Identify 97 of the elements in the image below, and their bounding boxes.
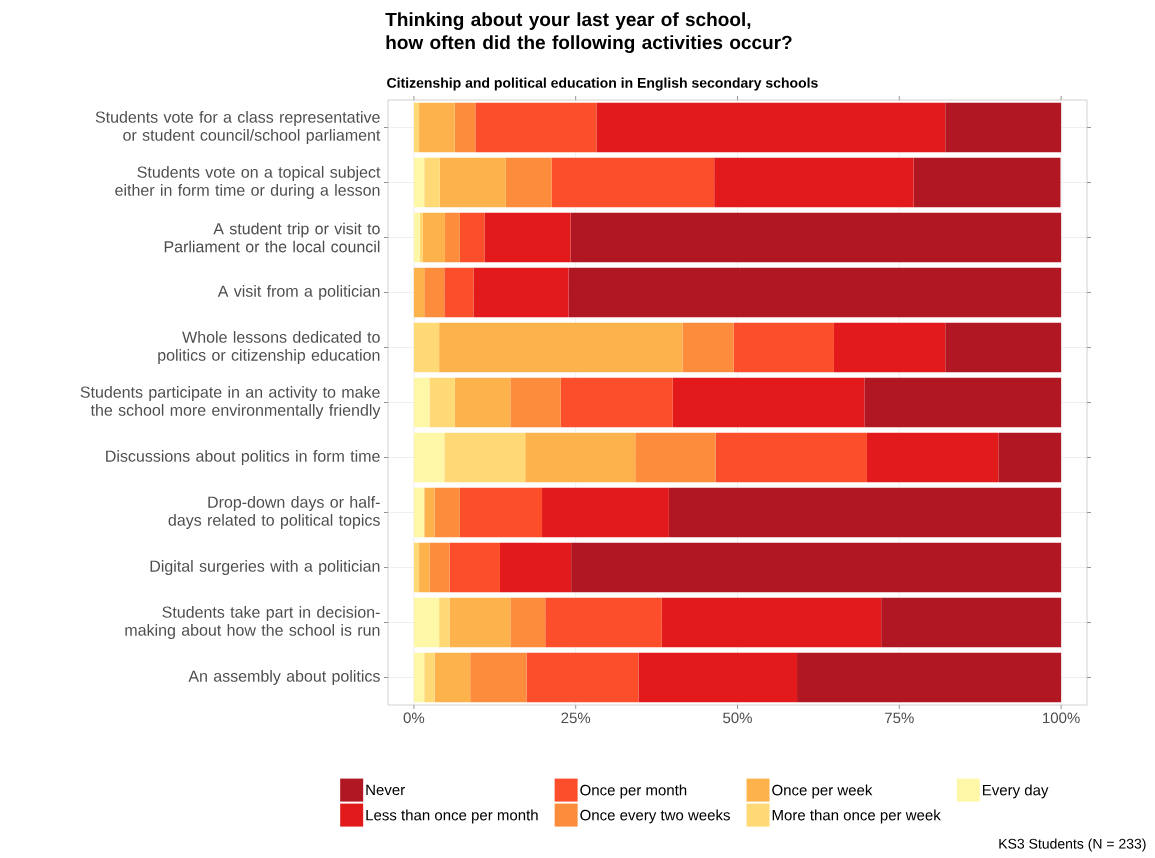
bar — [913, 157, 1061, 208]
bar — [439, 322, 683, 373]
y-tick-label: Students vote for a class representative or student council/school parliament — [95, 111, 381, 144]
bar — [444, 212, 460, 263]
bar — [424, 652, 435, 703]
x-tick-label: 0% — [403, 712, 425, 724]
bar — [444, 267, 474, 318]
bar — [560, 377, 673, 428]
bar — [715, 432, 867, 483]
bar — [505, 157, 552, 208]
bar — [733, 322, 834, 373]
bar — [454, 102, 476, 153]
y-tick-label: Students participate in an activity to make the school more environmentally friendly — [80, 386, 381, 419]
y-tick-label: Students take part in decision-making about how the school is run — [125, 606, 380, 639]
bar — [881, 597, 1062, 648]
bar — [449, 542, 500, 593]
bar — [470, 652, 527, 703]
bar — [596, 102, 946, 153]
bar — [714, 157, 914, 208]
bar — [424, 157, 440, 208]
bar — [424, 267, 445, 318]
bar — [833, 322, 946, 373]
bar — [413, 652, 425, 703]
chart-title: Thinking about your last year of school, how often did the following activities occur? — [385, 12, 792, 53]
bar — [424, 487, 435, 538]
y-tick-label: Students vote on a topical subject either in form time or during a lesson — [115, 166, 381, 199]
bar — [419, 212, 423, 263]
bar — [454, 377, 511, 428]
legend-label: Every day — [983, 784, 1049, 799]
x-tick-label: 75% — [885, 712, 914, 724]
bar — [473, 267, 569, 318]
bar — [413, 102, 420, 153]
bar — [945, 102, 1062, 153]
bar — [682, 322, 734, 373]
bar — [439, 597, 450, 648]
bar — [545, 597, 662, 648]
y-tick-label: Digital surgeries with a politician — [150, 560, 380, 575]
bar — [413, 157, 425, 208]
bar — [413, 377, 430, 428]
y-tick-label: A student trip or visit to Parliament or the local council — [164, 222, 380, 253]
bar — [413, 487, 425, 538]
bar — [864, 377, 1062, 428]
y-tick-label: An assembly about politics — [188, 670, 380, 685]
bar — [449, 597, 511, 648]
bar — [413, 597, 440, 648]
bar — [413, 322, 440, 373]
y-tick-label: Discussions about politics in form time — [106, 450, 380, 465]
bar — [459, 212, 485, 263]
bar — [413, 212, 420, 263]
legend-label: Less than once per month — [366, 809, 538, 824]
bar — [510, 377, 561, 428]
bar — [422, 212, 445, 263]
bar — [429, 377, 455, 428]
legend-label: Once every two weeks — [580, 809, 730, 824]
bar — [672, 377, 865, 428]
bar — [542, 487, 669, 538]
x-tick-label: 100% — [1043, 712, 1080, 724]
bar — [945, 322, 1062, 373]
bar — [484, 212, 571, 263]
bar — [434, 487, 460, 538]
x-tick-label: 50% — [723, 712, 752, 724]
bar — [459, 487, 543, 538]
bar — [661, 597, 882, 648]
bar — [797, 652, 1062, 703]
bar — [429, 542, 450, 593]
chart-subtitle: Citizenship and political education in English secondary schools — [387, 77, 818, 91]
legend-label: More than once per week — [772, 809, 941, 824]
bar — [571, 542, 1062, 593]
text: KS3 Students (N = 233) — [999, 838, 1146, 852]
bar — [419, 542, 430, 593]
bar — [998, 432, 1062, 483]
bar — [439, 157, 506, 208]
bar — [413, 542, 420, 593]
y-tick-label: Drop-down days or half-days related to political topics — [168, 496, 380, 529]
bar — [570, 212, 1062, 263]
bar — [866, 432, 999, 483]
bar — [668, 487, 1062, 538]
x-tick-label: 25% — [561, 712, 591, 724]
legend-label: Once per month — [580, 784, 687, 799]
bar — [568, 267, 1062, 318]
bar — [444, 432, 526, 483]
bar — [638, 652, 798, 703]
legend-label: Never — [366, 784, 405, 796]
bar — [551, 157, 715, 208]
bar — [525, 432, 636, 483]
bar — [413, 432, 445, 483]
bar — [434, 652, 471, 703]
bar — [475, 102, 597, 153]
bar — [526, 652, 639, 703]
legend-label: Once per week — [772, 784, 873, 799]
bar — [635, 432, 716, 483]
y-tick-label: Whole lessons dedicated to politics or citizenship education — [158, 331, 380, 364]
bar — [510, 597, 546, 648]
y-tick-label: A visit from a politician — [217, 285, 380, 300]
bar — [413, 267, 425, 318]
bar — [419, 102, 455, 153]
bar — [499, 542, 572, 593]
